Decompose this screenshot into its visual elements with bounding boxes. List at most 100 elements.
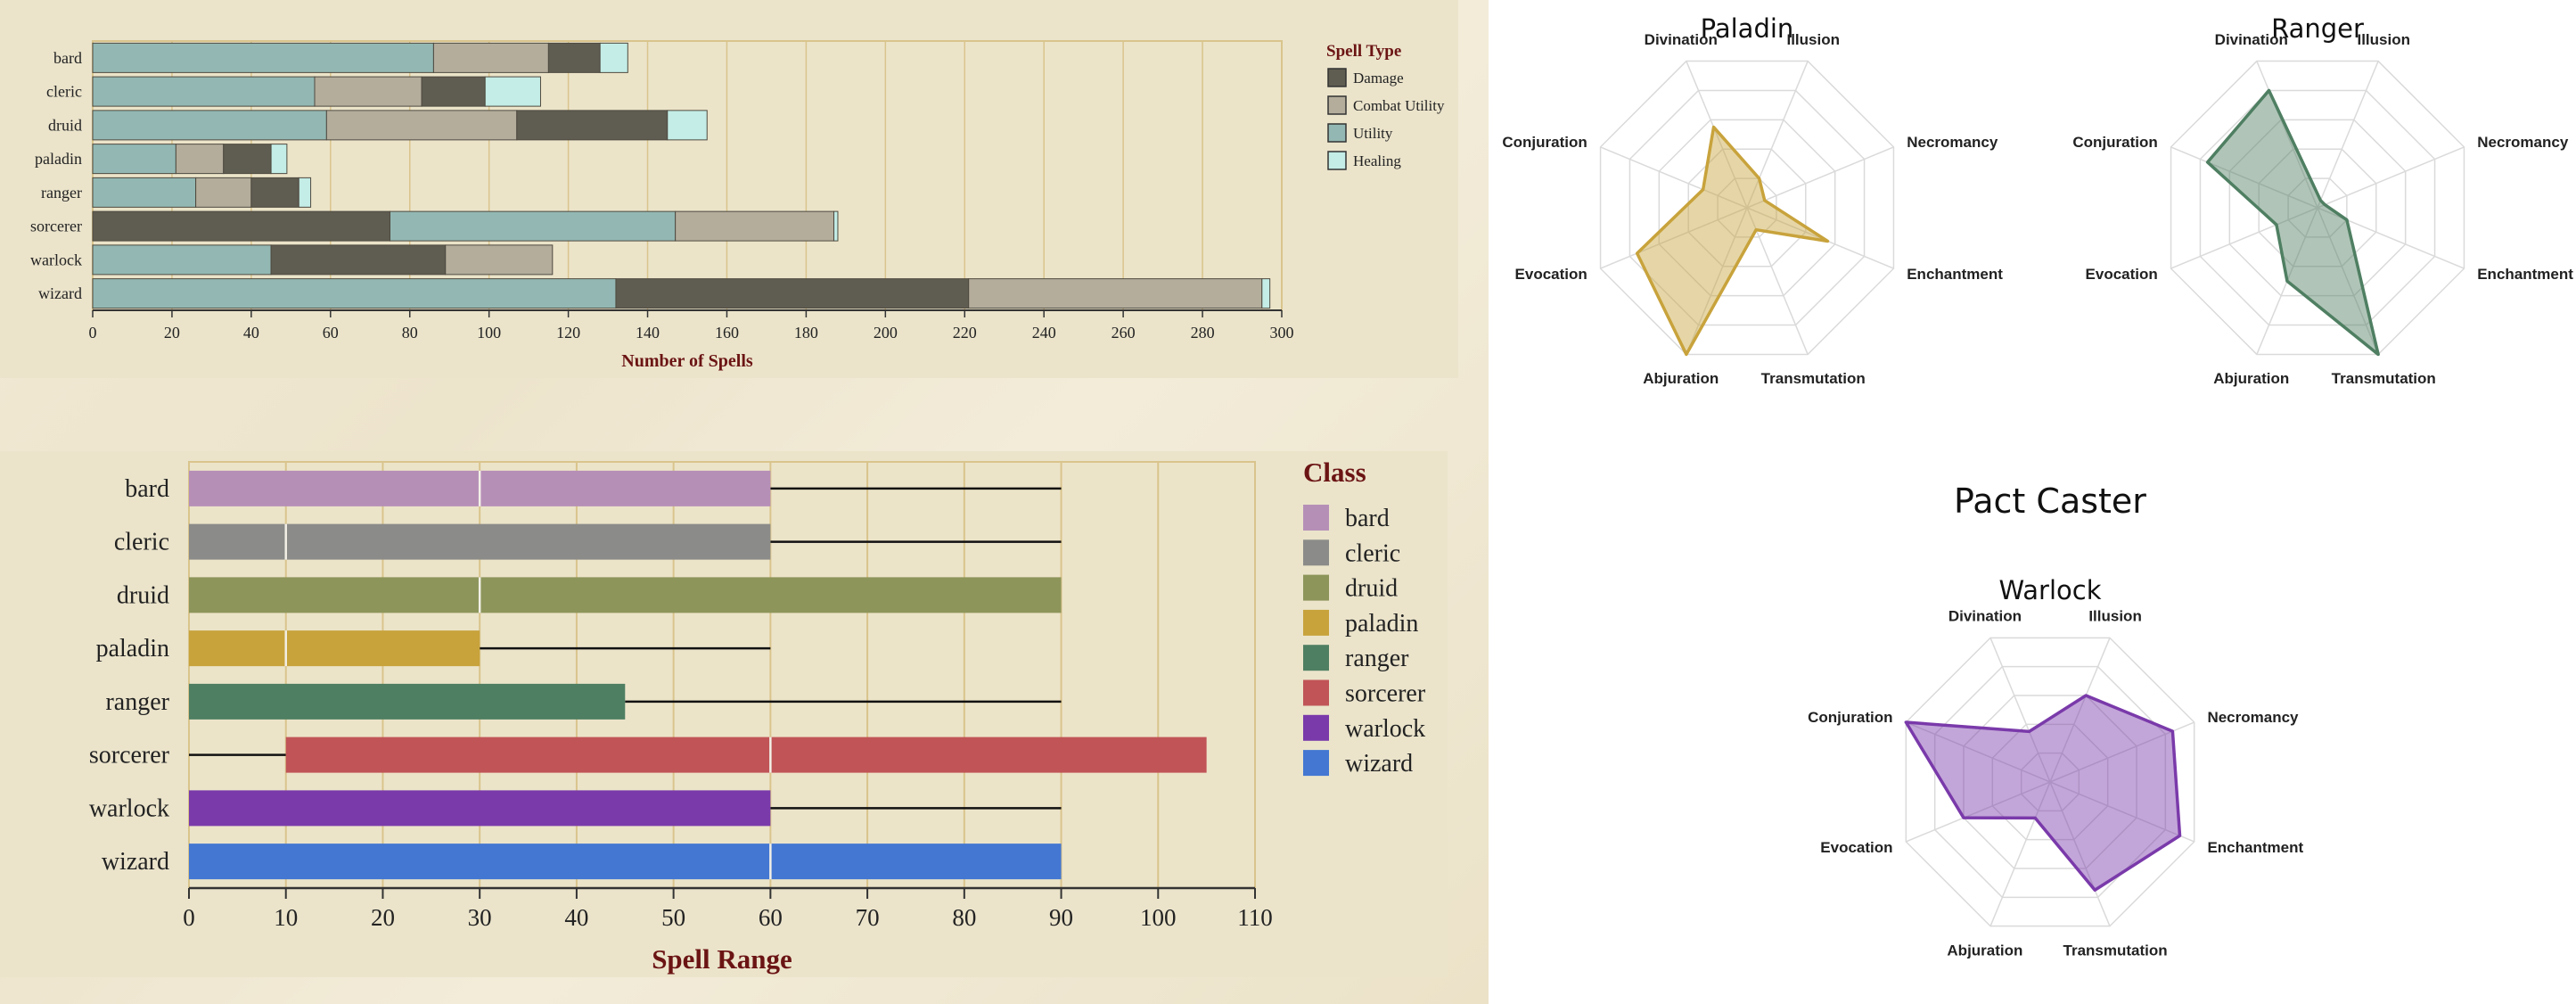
legend-swatch <box>1303 645 1329 671</box>
bar-segment <box>445 244 554 276</box>
radar-axis-label: Illusion <box>2357 31 2410 48</box>
legend-label: Damage <box>1353 70 1404 86</box>
range-bar <box>285 737 1207 773</box>
bar-segment <box>1261 278 1271 309</box>
radar-axis-label: Necromancy <box>2207 709 2299 726</box>
x-tick-label: 0 <box>183 904 195 931</box>
radar-spoke <box>2317 207 2379 355</box>
x-tick-label: 100 <box>1140 904 1177 931</box>
x-tick-label: 50 <box>661 904 685 931</box>
x-tick-label: 260 <box>1112 324 1136 342</box>
legend-label: bard <box>1345 505 1390 532</box>
y-tick-label: sorcerer <box>89 742 170 769</box>
bar-segment <box>675 210 835 242</box>
x-tick-label: 40 <box>564 904 588 931</box>
legend-swatch <box>1327 123 1347 143</box>
pact-caster-title: Pact Caster <box>1954 481 2146 521</box>
radar-spoke <box>2049 721 2195 783</box>
x-tick-label: 70 <box>856 904 880 931</box>
legend-swatch <box>1303 539 1329 566</box>
bar-segment <box>833 210 839 242</box>
legend-label: druid <box>1345 575 1398 603</box>
x-tick-label: 240 <box>1032 324 1056 342</box>
y-tick-label: cleric <box>46 83 82 101</box>
radar-spoke <box>2317 61 2379 209</box>
x-tick-label: 110 <box>1237 904 1273 931</box>
y-tick-label: ranger <box>41 184 82 202</box>
y-tick-label: warlock <box>89 794 169 822</box>
radar-grid-ring <box>1599 60 1895 356</box>
radar-spoke <box>2049 638 2111 783</box>
y-tick-label: sorcerer <box>30 218 82 235</box>
legend-swatch <box>1327 151 1347 170</box>
radar-title: Warlock <box>1998 575 2101 605</box>
x-tick-label: 100 <box>477 324 501 342</box>
radar-axis-label: Divination <box>1948 608 2022 625</box>
bar-segment <box>599 42 628 73</box>
bar-segment <box>516 110 669 141</box>
x-tick-label: 60 <box>759 904 783 931</box>
legend-label: cleric <box>1345 539 1400 567</box>
x-tick-label: 280 <box>1191 324 1215 342</box>
radar-axis-label: Transmutation <box>1761 370 1866 387</box>
radar-spoke <box>1600 146 1748 209</box>
x-axis-title: Number of Spells <box>621 351 753 371</box>
legend-swatch <box>1303 714 1329 741</box>
legend-title: Spell Type <box>1326 42 1401 61</box>
bar-segment <box>314 76 422 107</box>
legend-label: sorcerer <box>1345 680 1426 708</box>
radar-spoke <box>1746 146 1894 209</box>
y-tick-label: bard <box>53 49 82 67</box>
legend-swatch <box>1327 95 1347 115</box>
radar-spoke <box>2049 781 2111 926</box>
legend-swatch <box>1303 505 1329 531</box>
bar-segment <box>968 278 1263 309</box>
radar-spoke <box>1686 61 1748 209</box>
y-tick-label: wizard <box>102 848 169 876</box>
radar-title: Paladin <box>1701 13 1794 44</box>
bar-segment <box>223 144 272 175</box>
radar-axis-label: Enchantment <box>2477 266 2573 283</box>
x-tick-label: 80 <box>402 324 418 342</box>
legend-swatch <box>1327 68 1347 87</box>
radar-spoke <box>2170 146 2318 209</box>
legend-swatch <box>1303 609 1329 636</box>
bar-segment <box>250 177 299 208</box>
range-bar <box>189 577 1062 613</box>
bar-segment <box>547 42 601 73</box>
radar-axis-label: Conjuration <box>1808 709 1892 726</box>
radar-spoke <box>1989 638 2051 783</box>
y-tick-label: druid <box>117 581 169 609</box>
radar-axis-label: Conjuration <box>1502 134 1587 151</box>
y-tick-label: cleric <box>114 529 169 556</box>
x-tick-label: 0 <box>89 324 97 342</box>
x-tick-label: 10 <box>274 904 298 931</box>
bar-segment <box>615 278 970 309</box>
radar-axis-label: Necromancy <box>2477 134 2569 151</box>
radar-spoke <box>1686 207 1748 355</box>
radar-axis-label: Enchantment <box>2207 839 2303 856</box>
bar-segment <box>270 144 288 175</box>
radar-axis-label: Evocation <box>1515 266 1587 283</box>
radar-axis-label: Illusion <box>2088 608 2142 625</box>
x-tick-label: 20 <box>371 904 395 931</box>
x-tick-label: 60 <box>323 324 339 342</box>
bar-segment <box>92 278 617 309</box>
bar-segment <box>432 42 549 73</box>
bar-segment <box>175 144 225 175</box>
radar-data-area <box>2205 88 2380 357</box>
x-tick-label: 120 <box>556 324 580 342</box>
radar-axis-label: Transmutation <box>2332 370 2436 387</box>
radar-spoke <box>1906 721 2051 783</box>
y-tick-label: druid <box>48 116 82 134</box>
bar-segment <box>390 210 677 242</box>
radar-axis-label: Divination <box>2215 31 2288 48</box>
radar-spoke <box>1746 61 1809 209</box>
bar-segment <box>195 177 252 208</box>
radar-spoke <box>1600 207 1748 269</box>
x-tick-label: 90 <box>1049 904 1073 931</box>
legend-swatch <box>1303 574 1329 601</box>
y-tick-label: paladin <box>35 150 82 168</box>
spell-range-bar-chart: 0 10 20 30 40 50 60 70 80 90 100 110 bard cleric druid… <box>89 457 1426 975</box>
